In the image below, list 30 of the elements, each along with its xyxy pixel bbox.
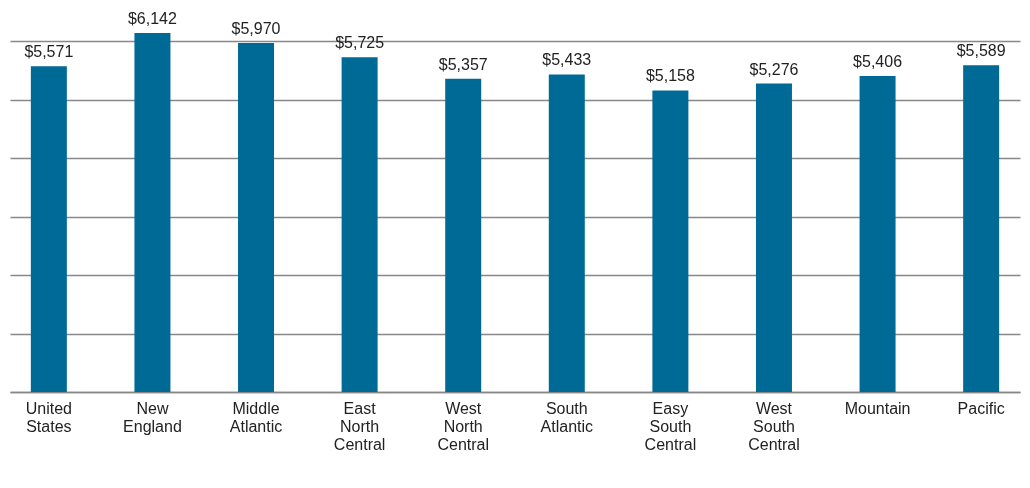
data-label: $5,406 [853, 52, 903, 70]
bar [963, 65, 1000, 392]
data-label: $5,158 [645, 67, 695, 85]
bar [341, 57, 378, 392]
data-label: $6,142 [127, 9, 178, 27]
data-label: $5,433 [542, 51, 592, 69]
bar [30, 66, 67, 392]
bar [445, 78, 482, 392]
x-tick-label: West North Central [437, 399, 489, 453]
data-label: $5,725 [335, 34, 385, 52]
x-tick-label: Mountain [844, 399, 911, 417]
x-tick-label: Middle Atlantic [229, 399, 283, 435]
bar [134, 32, 171, 392]
x-tick-label: United States [25, 399, 72, 435]
data-label: $5,276 [749, 60, 799, 78]
x-tick-label: South Atlantic [540, 399, 594, 435]
x-tick-label: Easy South Central [644, 399, 697, 453]
data-label: $5,589 [956, 42, 1006, 60]
bar [652, 90, 689, 392]
x-tick-label: East North Central [333, 399, 386, 453]
x-tick-label: West South Central [748, 399, 800, 453]
data-label: $5,357 [438, 55, 488, 73]
data-label: $5,571 [24, 43, 74, 61]
bar [755, 83, 792, 392]
bar [238, 42, 275, 392]
bar [859, 75, 896, 392]
data-label: $5,970 [231, 19, 281, 37]
x-tick-label: Pacific [957, 399, 1005, 417]
x-tick-label: New England [123, 399, 182, 435]
bar [548, 74, 585, 392]
